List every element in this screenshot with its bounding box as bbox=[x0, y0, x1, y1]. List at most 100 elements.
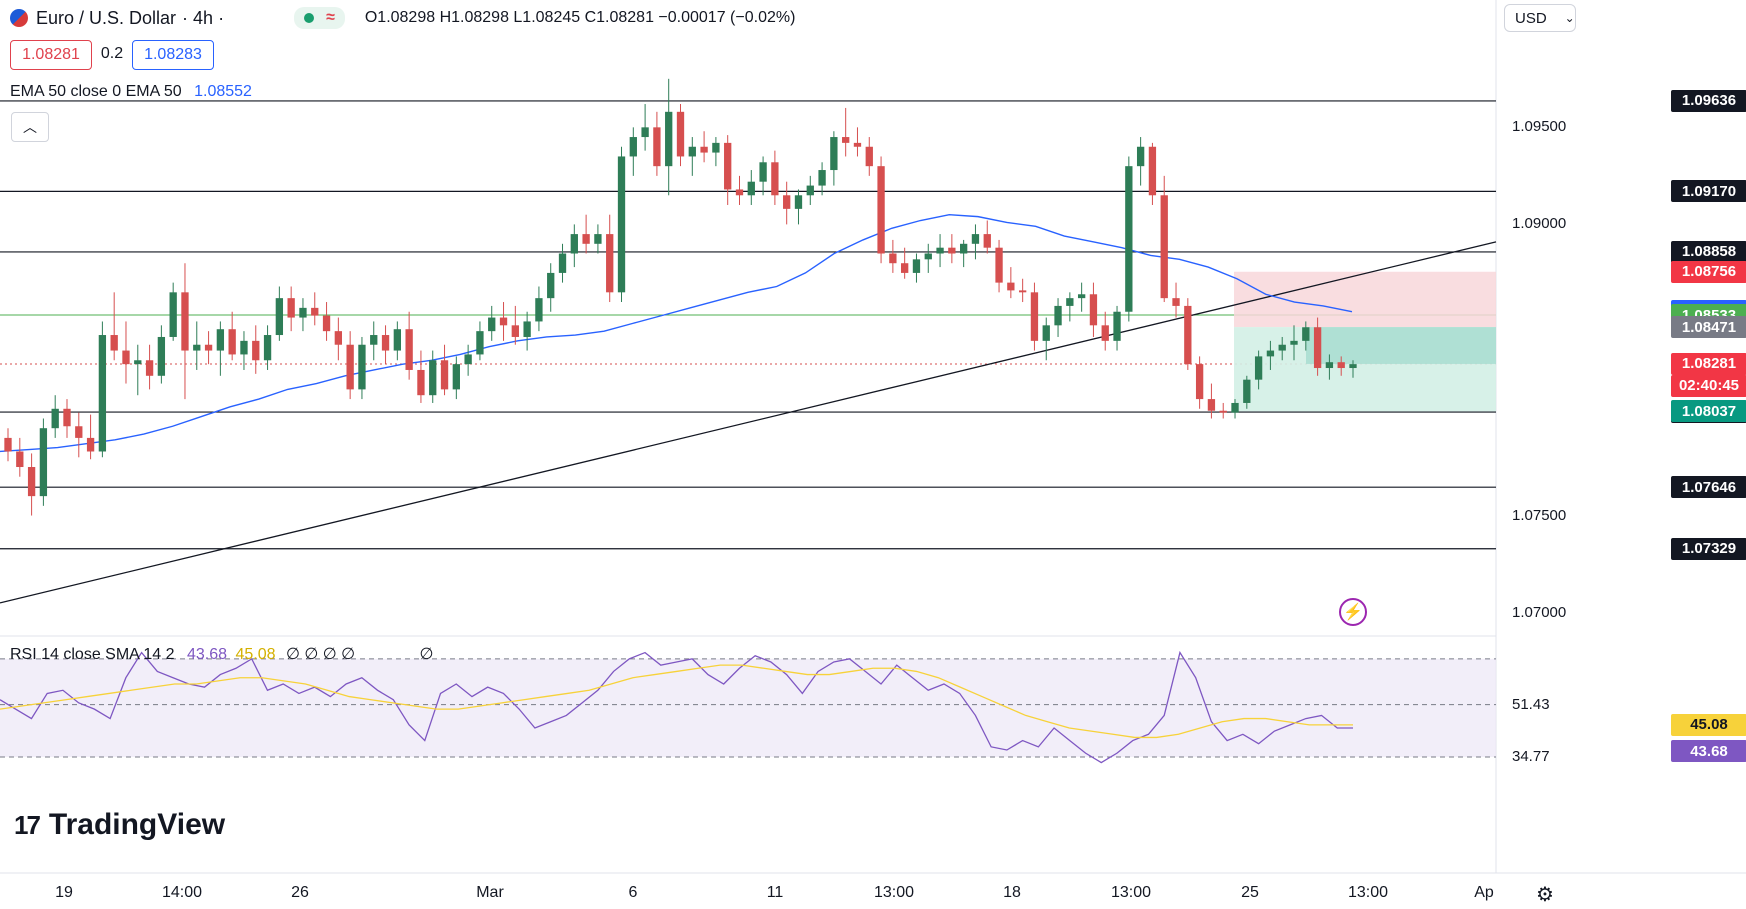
x-tick-label: 13:00 bbox=[1110, 884, 1152, 901]
candle bbox=[983, 220, 991, 254]
candle bbox=[134, 344, 142, 396]
x-tick-label: 14:00 bbox=[161, 884, 203, 901]
candle bbox=[747, 170, 755, 205]
candle bbox=[275, 286, 284, 341]
candle bbox=[1042, 317, 1050, 361]
candle bbox=[240, 331, 248, 370]
x-tick-label: 25 bbox=[1241, 884, 1259, 901]
lightning-icon[interactable]: ⚡ bbox=[1339, 598, 1367, 626]
candle bbox=[535, 286, 543, 332]
candle-body bbox=[712, 142, 720, 153]
candle bbox=[51, 395, 59, 438]
candle bbox=[1290, 325, 1298, 361]
collapse-legend-button[interactable]: ︿ bbox=[11, 112, 49, 142]
candle-body bbox=[322, 315, 331, 332]
candle bbox=[299, 298, 307, 332]
tv-logo-icon: 17 bbox=[14, 809, 41, 840]
candle-body bbox=[252, 340, 260, 361]
candle bbox=[806, 175, 814, 205]
candle bbox=[924, 243, 932, 273]
symbol-name[interactable]: Euro / U.S. Dollar bbox=[36, 7, 177, 28]
candle bbox=[1101, 311, 1109, 351]
candle-body bbox=[759, 162, 767, 182]
candle-body bbox=[16, 451, 24, 468]
candle bbox=[334, 317, 343, 361]
entry-price-label: 1.08471 bbox=[1671, 316, 1746, 339]
candle bbox=[724, 135, 732, 205]
ask-price-box[interactable]: 1.08283 bbox=[132, 40, 214, 70]
candle bbox=[1160, 175, 1168, 303]
candle bbox=[783, 181, 791, 225]
candle-body bbox=[1184, 305, 1192, 365]
level-price-label: 1.07329 bbox=[1671, 537, 1746, 560]
candle bbox=[452, 356, 460, 400]
candle-body bbox=[1349, 364, 1357, 369]
candle-body bbox=[1042, 325, 1050, 341]
candle-body bbox=[547, 272, 555, 299]
candle bbox=[193, 321, 201, 370]
candle bbox=[39, 418, 48, 506]
candle bbox=[98, 321, 107, 458]
candle bbox=[570, 224, 578, 268]
candle-body bbox=[1243, 379, 1251, 403]
candle bbox=[995, 239, 1003, 293]
y-tick-label: 1.09000 bbox=[1512, 215, 1567, 233]
candle-body bbox=[122, 350, 130, 365]
rsi-label: RSI 14 close SMA 14 2 bbox=[10, 646, 175, 663]
candle bbox=[122, 321, 130, 384]
candle bbox=[700, 131, 708, 163]
rsi-tick-label: 34.77 bbox=[1512, 748, 1550, 765]
candle bbox=[1313, 317, 1322, 376]
candle bbox=[818, 162, 826, 196]
currency-select[interactable]: USD ⌄ bbox=[1504, 4, 1576, 32]
candle bbox=[901, 247, 909, 279]
candle-body bbox=[1089, 294, 1098, 326]
candle-body bbox=[1302, 327, 1310, 341]
candle bbox=[511, 305, 519, 345]
candle bbox=[1219, 402, 1227, 419]
candle bbox=[1172, 282, 1180, 318]
candle-body bbox=[724, 142, 732, 190]
candle bbox=[865, 137, 873, 176]
candle-body bbox=[1148, 146, 1157, 196]
candle-body bbox=[912, 259, 921, 273]
candle-body bbox=[830, 137, 838, 171]
candle-body bbox=[393, 329, 401, 351]
candle bbox=[842, 107, 850, 157]
candle-body bbox=[358, 344, 366, 390]
trendline bbox=[0, 241, 1497, 604]
candle bbox=[1254, 350, 1263, 390]
candle-body bbox=[806, 185, 814, 196]
candle-body bbox=[75, 426, 83, 438]
bid-price-box[interactable]: 1.08281 bbox=[10, 40, 92, 70]
candle bbox=[358, 336, 366, 400]
candle bbox=[1302, 321, 1310, 351]
candle bbox=[204, 331, 213, 365]
candle bbox=[547, 263, 555, 312]
candle-body bbox=[1160, 195, 1168, 299]
current-price-label: 1.08281 bbox=[1671, 352, 1746, 375]
candle-body bbox=[204, 344, 213, 351]
ema-legend[interactable]: EMA 50 close 0 EMA 50 1.08552 bbox=[10, 83, 252, 101]
candle-body bbox=[1136, 146, 1145, 167]
candle-body bbox=[240, 340, 248, 355]
profit-zone bbox=[1306, 327, 1496, 364]
candle-body bbox=[216, 329, 225, 351]
settings-gear-icon[interactable]: ⚙ bbox=[1536, 884, 1554, 906]
candle-body bbox=[287, 298, 295, 318]
candle bbox=[971, 224, 980, 260]
rsi-legend[interactable]: RSI 14 close SMA 14 2 43.68 45.08 ∅ ∅ ∅ … bbox=[10, 644, 433, 664]
candle bbox=[1018, 278, 1027, 303]
candle-body bbox=[429, 360, 437, 396]
level-price-label: 1.09636 bbox=[1671, 89, 1746, 112]
candle bbox=[370, 321, 378, 361]
candle bbox=[936, 234, 944, 268]
candle bbox=[4, 428, 12, 462]
candle bbox=[1231, 399, 1239, 419]
candle bbox=[169, 282, 177, 341]
candle bbox=[1184, 298, 1192, 370]
market-status-badge[interactable]: ≈ bbox=[294, 7, 345, 29]
candle-body bbox=[452, 364, 460, 390]
interval[interactable]: · 4h · bbox=[182, 7, 225, 28]
